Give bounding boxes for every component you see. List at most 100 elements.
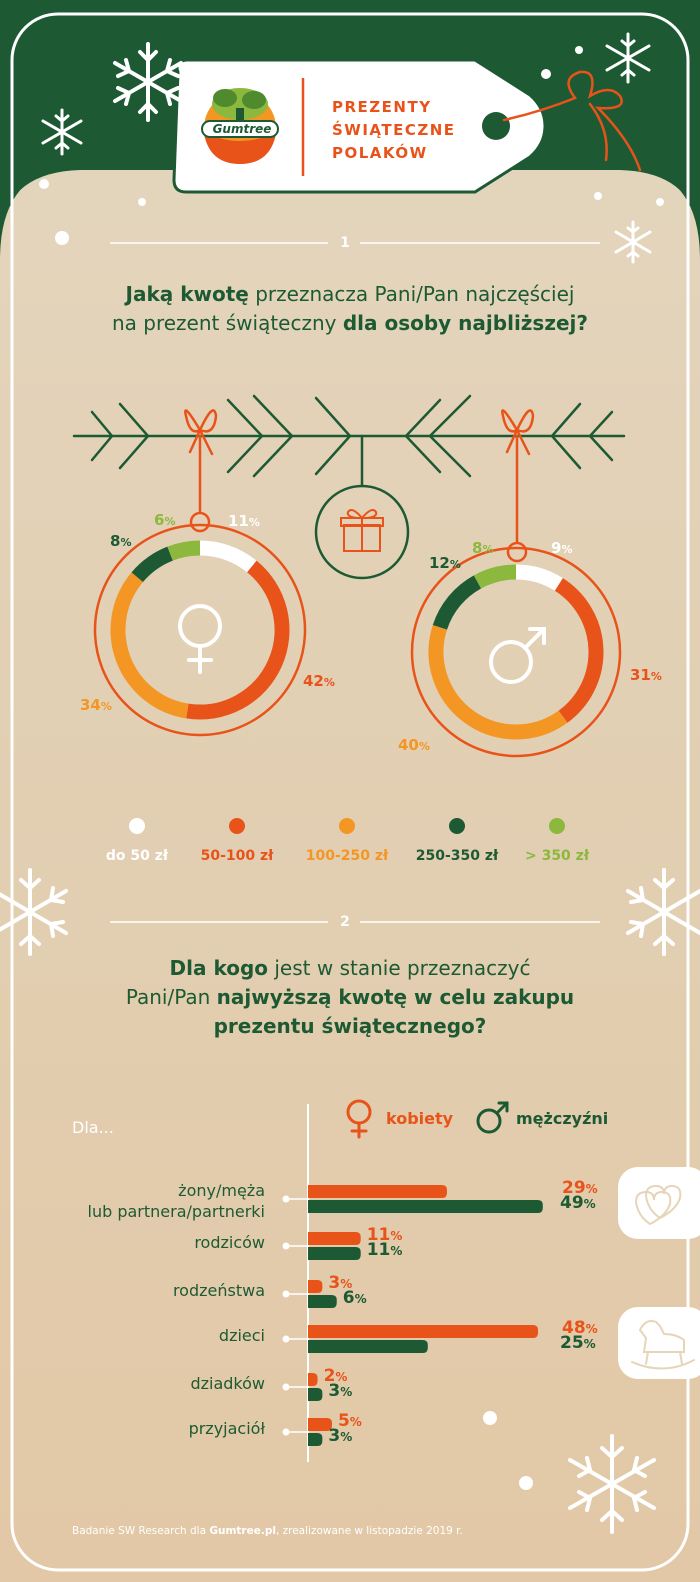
male-legend-icon — [476, 1101, 509, 1134]
legend-swatch — [549, 818, 565, 834]
bar-male — [308, 1433, 323, 1446]
donut-label: 42% — [303, 672, 335, 690]
category-label: dziadków — [190, 1374, 265, 1393]
branch-garland — [72, 394, 626, 488]
bar-female — [308, 1373, 318, 1386]
bar-male — [308, 1247, 361, 1260]
question-part: dla osoby najbliższej? — [342, 311, 588, 335]
question-part: Dla kogo — [169, 956, 269, 980]
row-marker — [282, 1383, 290, 1391]
category-label: żony/męża lub partnera/partnerki — [87, 1181, 265, 1221]
donut-label: 12% — [429, 554, 461, 572]
category-label: rodzeństwa — [172, 1281, 265, 1300]
legend-swatch — [229, 818, 245, 834]
bar-value-label: 49% — [560, 1193, 596, 1213]
donut-label: 31% — [630, 666, 662, 684]
legend-swatch — [449, 818, 465, 834]
tag-title: PREZENTY ŚWIĄTECZNE POLAKÓW — [332, 98, 456, 162]
bar-value-label: 29% — [562, 1178, 598, 1198]
bar-value-label: 6% — [342, 1288, 367, 1308]
legend-item: 50-100 zł — [182, 818, 292, 864]
footer-note: Badanie SW Research dla Gumtree.pl, zrea… — [72, 1525, 463, 1537]
snowflake-icon — [113, 42, 183, 122]
donut-segment-4 — [131, 546, 174, 583]
donut-segment-1 — [199, 540, 257, 573]
axis-prefix: Dla... — [72, 1118, 114, 1137]
legend-female-label: kobiety — [386, 1109, 454, 1128]
donut-label: 6% — [154, 511, 176, 529]
tree-logo — [201, 88, 279, 164]
bar-male — [308, 1340, 428, 1353]
donut-chart-male — [428, 564, 604, 740]
question-part: Pani/Pan — [125, 985, 217, 1009]
female-legend-icon — [346, 1099, 372, 1139]
legend-male-label: mężczyźni — [516, 1109, 609, 1128]
section-number-1: 1 — [340, 235, 350, 251]
gift-icon — [340, 509, 384, 552]
bar-female — [308, 1325, 538, 1338]
question-2: Dla kogo jest w stanie przeznaczyć Pani/P… — [60, 954, 640, 1041]
question-part: Jaką kwotę — [125, 282, 249, 306]
logo-text: Gumtree — [212, 122, 272, 136]
donut-label: 8% — [472, 539, 494, 557]
donut-segment-5 — [167, 540, 201, 561]
question-part: przeznacza Pani/Pan najczęściej — [248, 282, 575, 306]
row-marker — [282, 1290, 290, 1298]
legend-swatch — [129, 818, 145, 834]
donut-segment-2 — [554, 578, 604, 723]
female-symbol-icon — [178, 604, 222, 674]
bar-value-label: 2% — [323, 1366, 348, 1386]
bar-male — [308, 1200, 543, 1213]
bar-value-label: 3% — [328, 1273, 353, 1293]
donut-label: 11% — [228, 512, 260, 530]
question-part: jest w stanie przeznaczyć — [268, 956, 531, 980]
donut-segment-2 — [186, 560, 290, 720]
legend-item: do 50 zł — [82, 818, 192, 864]
section-number-2: 2 — [340, 914, 350, 930]
hearts-icon — [634, 1184, 682, 1226]
bar-male — [308, 1295, 337, 1308]
question-part: prezentu świątecznego? — [213, 1014, 487, 1038]
bar-value-label: 3% — [328, 1426, 353, 1446]
bar-male — [308, 1388, 323, 1401]
donut-label: 40% — [398, 736, 430, 754]
row-marker — [282, 1242, 290, 1250]
row-marker — [282, 1428, 290, 1436]
legend-item: > 350 zł — [502, 818, 612, 864]
bar-female — [308, 1185, 447, 1198]
bar-chart — [282, 1185, 543, 1446]
legend-label: 100-250 zł — [305, 848, 389, 864]
bar-female — [308, 1418, 332, 1431]
question-1: Jaką kwotę przeznacza Pani/Pan najczęści… — [60, 280, 640, 338]
legend-swatch — [339, 818, 355, 834]
legend-label: do 50 zł — [105, 848, 169, 864]
rocking-horse-icon — [631, 1320, 695, 1370]
legend-label: 250-350 zł — [415, 848, 499, 864]
category-label: przyjaciół — [188, 1419, 265, 1438]
bar-female — [308, 1232, 361, 1245]
legend-label: 50-100 zł — [200, 848, 274, 864]
male-symbol-icon — [489, 627, 546, 684]
bar-value-label: 11% — [366, 1240, 403, 1260]
donut-label: 8% — [110, 532, 132, 550]
bar-value-label: 11% — [366, 1225, 403, 1245]
legend-label: > 350 zł — [524, 848, 590, 864]
bar-value-label: 48% — [562, 1318, 598, 1338]
question-part: na prezent świąteczny — [111, 311, 343, 335]
donut-chart-female — [110, 540, 290, 720]
bar-value-label: 5% — [337, 1411, 362, 1431]
question-part: najwyższą kwotę w celu zakupu — [216, 985, 575, 1009]
donut-segment-1 — [515, 564, 563, 591]
donut-segment-4 — [432, 575, 482, 630]
row-marker — [282, 1195, 290, 1203]
donut-segment-3 — [428, 624, 568, 740]
category-label: rodziców — [194, 1233, 265, 1252]
bar-value-label: 3% — [328, 1381, 353, 1401]
row-marker — [282, 1335, 290, 1343]
gift-tag — [172, 58, 547, 194]
legend-item: 250-350 zł — [402, 818, 512, 864]
bar-value-label: 25% — [560, 1333, 596, 1353]
donut-segment-3 — [110, 572, 189, 719]
